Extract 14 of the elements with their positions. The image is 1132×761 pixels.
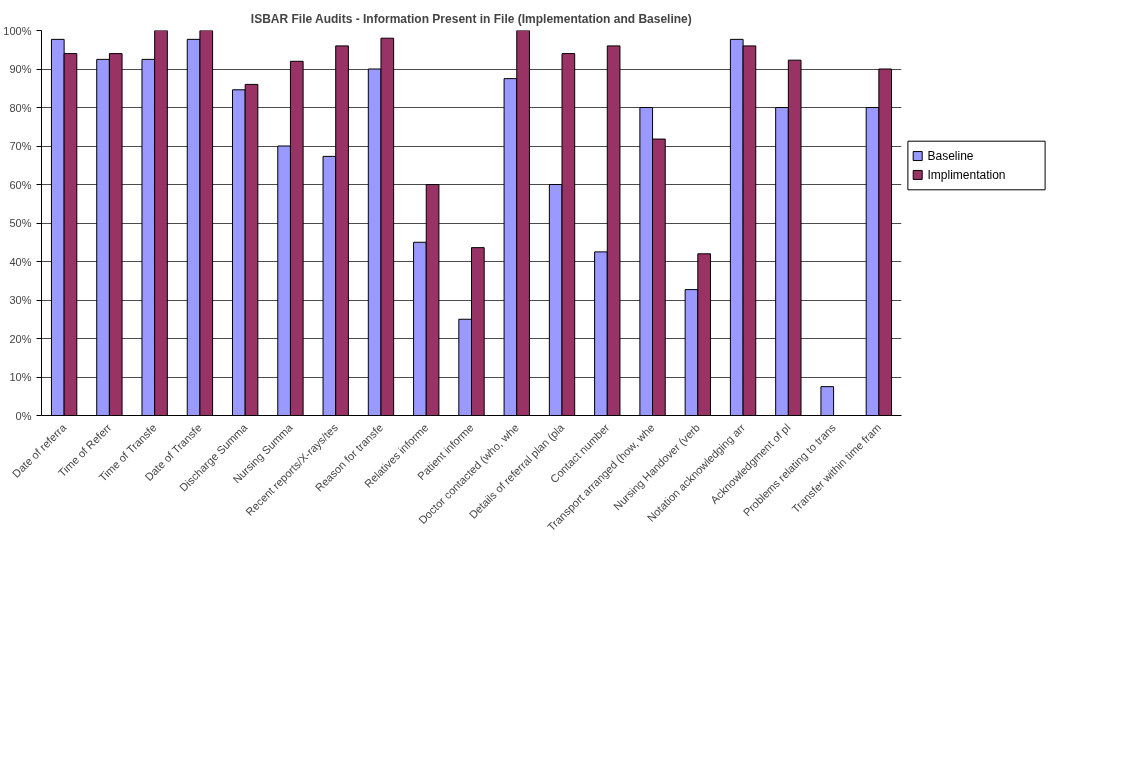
legend-label: Baseline [927, 149, 974, 164]
y-tick-label: 10% [9, 371, 32, 383]
y-tick-label: 40% [9, 255, 32, 268]
chart-title: ISBAR File Audits - Information Present in File (Implementation and Baseline) [250, 11, 692, 26]
legend-label: Implimentation [927, 167, 1006, 182]
y-tick-label: 30% [9, 294, 32, 306]
y-tick-label: 50% [9, 217, 32, 229]
y-tick-label: 20% [9, 332, 32, 345]
y-tick-label: 0% [15, 409, 32, 422]
y-tick-label: 90% [9, 63, 32, 75]
y-tick-label: 80% [9, 101, 32, 114]
y-tick-label: 70% [9, 140, 32, 152]
y-tick-label: 100% [3, 24, 32, 37]
y-tick-label: 60% [9, 178, 32, 191]
